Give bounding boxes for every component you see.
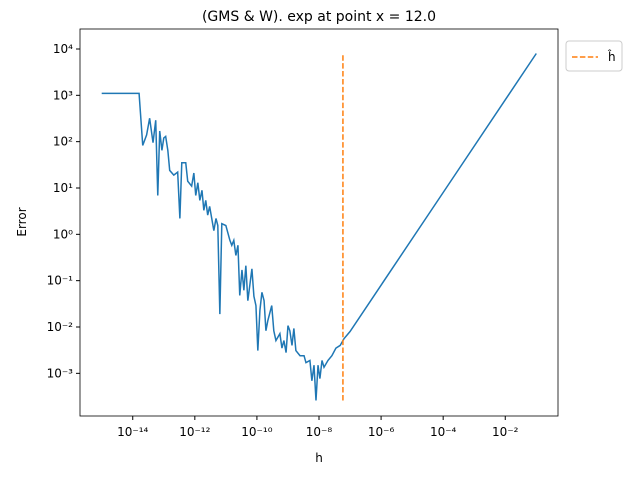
x-tick-label: 10⁻¹⁰ bbox=[241, 425, 272, 439]
y-tick-label: 10⁻¹ bbox=[47, 274, 74, 288]
x-tick-label: 10⁻⁸ bbox=[306, 425, 333, 439]
y-tick-label: 10² bbox=[53, 135, 73, 149]
y-axis-label: Error bbox=[15, 207, 29, 236]
chart-title: (GMS & W). exp at point x = 12.0 bbox=[202, 9, 436, 25]
x-axis-label: h bbox=[315, 451, 323, 465]
series-line bbox=[101, 53, 537, 401]
plot-frame bbox=[79, 28, 559, 417]
x-tick-label: 10⁻¹² bbox=[179, 425, 210, 439]
y-tick-label: 10⁴ bbox=[53, 42, 73, 56]
legend-label: ĥ bbox=[607, 49, 616, 64]
y-tick-label: 10¹ bbox=[53, 181, 73, 195]
y-tick-label: 10⁰ bbox=[53, 227, 73, 241]
x-tick-label: 10⁻⁶ bbox=[368, 425, 395, 439]
y-tick-label: 10³ bbox=[53, 88, 73, 102]
x-tick-label: 10⁻⁴ bbox=[430, 425, 457, 439]
x-tick-label: 10⁻² bbox=[492, 425, 519, 439]
y-tick-label: 10⁻³ bbox=[47, 366, 74, 380]
legend-box bbox=[565, 40, 623, 72]
y-tick-label: 10⁻² bbox=[47, 320, 74, 334]
x-tick-label: 10⁻¹⁴ bbox=[117, 425, 148, 439]
